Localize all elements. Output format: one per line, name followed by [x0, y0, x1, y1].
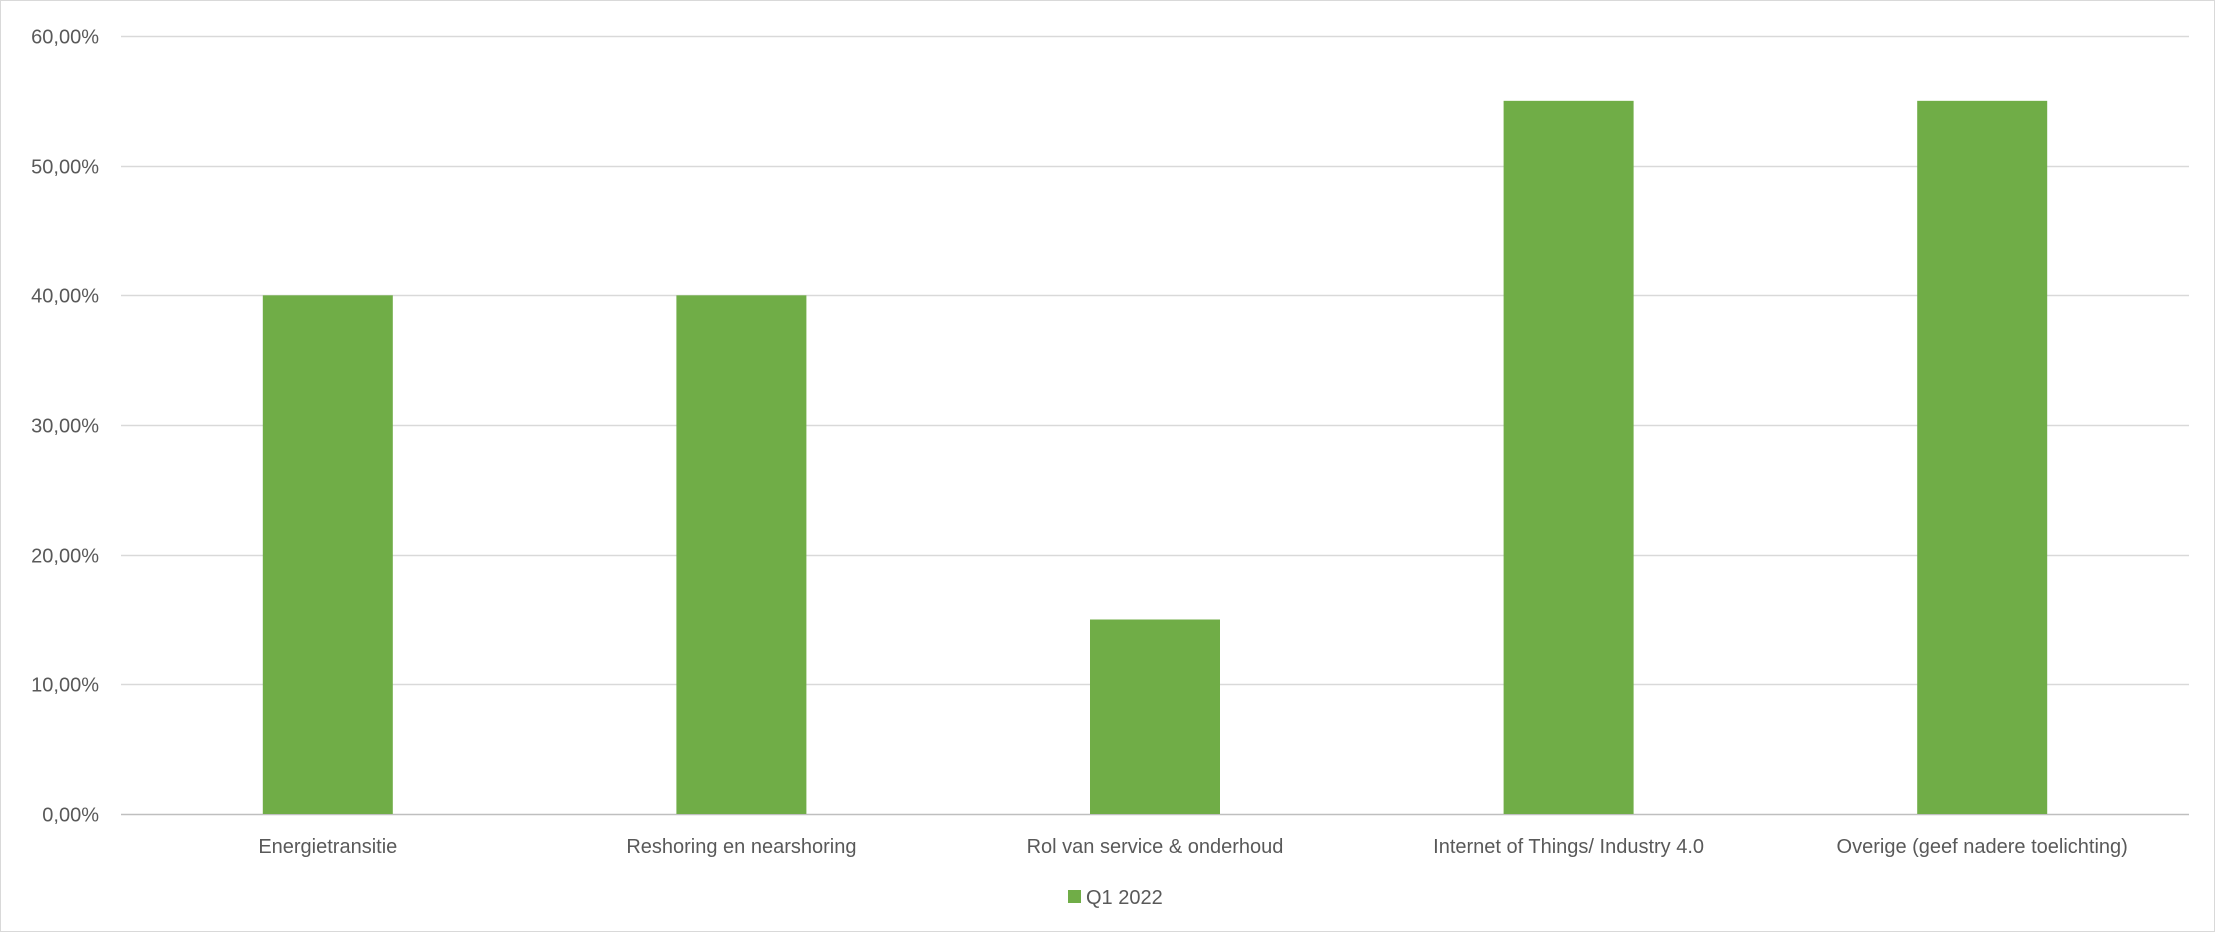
- y-tick-label: 50,00%: [31, 157, 99, 179]
- bar: [1917, 100, 2048, 815]
- gridlines: [121, 35, 2189, 816]
- y-tick-label: 40,00%: [31, 286, 99, 308]
- bar: [676, 295, 807, 814]
- x-tick-label: Internet of Things/ Industry 4.0: [1433, 836, 1704, 858]
- x-tick-label: Reshoring en nearshoring: [626, 836, 856, 858]
- x-tick-label: Overige (geef nadere toelichting): [1837, 836, 2128, 858]
- y-tick-label: 30,00%: [31, 416, 99, 438]
- legend-label: Q1 2022: [1086, 887, 1163, 909]
- y-tick-label: 20,00%: [31, 546, 99, 568]
- bar: [262, 295, 393, 814]
- bar: [1503, 100, 1634, 815]
- legend-swatch: [1068, 890, 1081, 903]
- y-tick-label: 0,00%: [42, 805, 99, 827]
- x-axis-tick-labels: Energietransitie Reshoring en nearshoring…: [258, 836, 2128, 858]
- y-tick-label: 10,00%: [31, 675, 99, 697]
- bars: [262, 100, 2048, 815]
- legend: Q1 2022: [1068, 887, 1163, 909]
- x-tick-label: Rol van service & onderhoud: [1027, 836, 1284, 858]
- bar: [1090, 619, 1220, 814]
- y-tick-label: 60,00%: [31, 27, 99, 49]
- y-axis-tick-labels: 0,00% 10,00% 20,00% 30,00% 40,00% 50,00% 60,00…: [31, 27, 99, 827]
- x-tick-label: Energietransitie: [258, 836, 397, 858]
